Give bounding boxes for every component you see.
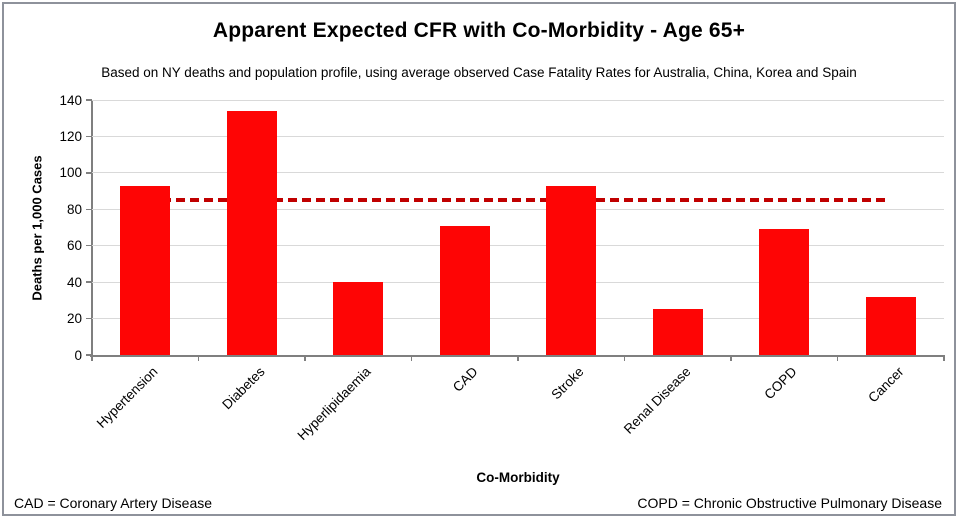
y-tick-label: 140	[59, 92, 82, 108]
y-tick-mark	[86, 172, 92, 174]
gridline	[92, 318, 944, 320]
x-tick-label-renal-disease: Renal Disease	[620, 364, 694, 437]
x-tick-mark	[836, 356, 839, 361]
x-tick-mark	[197, 356, 200, 361]
y-axis-line	[91, 100, 93, 360]
chart-subtitle: Based on NY deaths and population profil…	[101, 65, 857, 80]
x-axis-line	[90, 355, 945, 357]
gridline	[92, 172, 944, 174]
bar-stroke	[546, 185, 597, 355]
gridline	[92, 99, 944, 101]
y-tick-label: 60	[66, 238, 82, 254]
y-tick-label: 20	[66, 311, 82, 327]
x-tick-label-hyperlipidaemia: Hyperlipidaemia	[294, 364, 374, 444]
x-tick-label-hypertension: Hypertension	[94, 364, 161, 431]
x-tick-label-copd: COPD	[761, 364, 800, 403]
x-tick-mark	[943, 356, 945, 361]
plot-area	[92, 99, 944, 355]
footnote-cad: CAD = Coronary Artery Disease	[14, 495, 213, 511]
x-tick-label-cancer: Cancer	[864, 364, 907, 406]
y-tick-label: 40	[66, 274, 82, 290]
bar-copd	[759, 229, 810, 355]
bar-renal-disease	[652, 309, 703, 355]
gridline	[92, 245, 944, 247]
bar-cancer	[865, 296, 916, 355]
y-tick-mark	[86, 244, 92, 247]
x-tick-mark	[91, 356, 93, 361]
x-tick-label-diabetes: Diabetes	[219, 364, 268, 413]
gridline	[92, 208, 944, 210]
chart-title: Apparent Expected CFR with Co-Morbidity …	[212, 19, 746, 42]
y-tick-mark	[86, 208, 92, 211]
y-tick-label: 80	[66, 201, 82, 217]
x-tick-mark	[517, 356, 519, 361]
y-tick-label: 100	[59, 165, 82, 181]
x-tick-mark	[623, 356, 626, 361]
y-tick-mark	[86, 99, 92, 101]
bar-diabetes	[226, 110, 277, 355]
y-tick-label: 120	[59, 128, 82, 144]
y-tick-mark	[86, 317, 92, 320]
x-tick-mark	[410, 356, 413, 361]
bar-hypertension	[120, 185, 171, 355]
x-tick-label-cad: CAD	[449, 364, 481, 395]
x-tick-mark	[304, 356, 306, 361]
gridline	[92, 135, 944, 137]
x-axis-title: Co-Morbidity	[476, 470, 560, 485]
gridline	[92, 281, 944, 283]
x-tick-mark	[730, 356, 732, 361]
bar-cad	[439, 225, 490, 355]
reference-line	[120, 198, 890, 203]
footnote-copd: COPD = Chronic Obstructive Pulmonary Dis…	[637, 495, 942, 511]
y-tick-mark	[86, 135, 92, 138]
y-tick-mark	[86, 354, 92, 356]
bar-hyperlipidaemia	[333, 282, 384, 355]
x-tick-label-stroke: Stroke	[548, 364, 587, 403]
y-tick-mark	[86, 281, 92, 283]
y-tick-label: 0	[74, 347, 82, 363]
